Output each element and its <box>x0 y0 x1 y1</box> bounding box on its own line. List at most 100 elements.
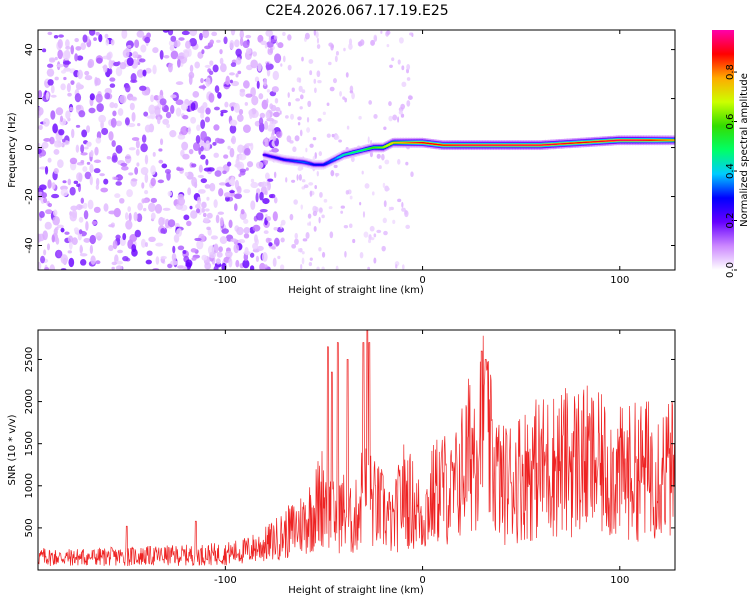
noise-blob <box>41 48 47 53</box>
noise-blob <box>175 81 184 86</box>
noise-blob <box>126 57 134 67</box>
noise-blob <box>95 177 100 187</box>
noise-blob <box>83 202 88 209</box>
noise-blob <box>88 107 96 114</box>
noise-blob <box>80 42 87 50</box>
noise-blob <box>127 44 132 49</box>
spectrogram-y-tick-label: 20 <box>24 92 35 105</box>
noise-blob <box>115 181 122 186</box>
noise-blob <box>255 192 259 203</box>
noise-streak <box>309 221 312 227</box>
noise-streak <box>264 141 268 148</box>
noise-streak <box>395 264 398 269</box>
noise-blob <box>167 191 173 197</box>
noise-blob <box>205 107 211 115</box>
noise-blob <box>108 244 114 252</box>
noise-blob <box>201 207 206 213</box>
noise-streak <box>271 129 275 135</box>
noise-blob <box>109 102 115 109</box>
noise-blob <box>249 252 255 258</box>
noise-blob <box>108 224 115 228</box>
noise-streak <box>306 116 310 123</box>
noise-blob <box>54 76 59 81</box>
noise-streak <box>410 171 414 178</box>
noise-blob <box>206 196 210 201</box>
noise-blob <box>157 116 161 125</box>
noise-blob <box>96 103 104 113</box>
noise-blob <box>90 255 96 265</box>
noise-blob <box>143 207 147 212</box>
noise-blob <box>89 244 94 255</box>
noise-streak <box>293 199 298 205</box>
noise-blob <box>262 198 270 205</box>
noise-streak <box>265 237 271 244</box>
noise-blob <box>59 115 64 123</box>
noise-streak <box>367 266 371 270</box>
noise-blob <box>67 92 72 97</box>
noise-blob <box>43 249 47 256</box>
noise-blob <box>124 154 132 164</box>
noise-blob <box>194 61 201 69</box>
noise-blob <box>86 141 92 147</box>
noise-blob <box>60 83 66 91</box>
noise-blob <box>159 49 164 60</box>
noise-blob <box>173 40 181 48</box>
noise-blob <box>47 157 52 163</box>
noise-blob <box>195 134 201 144</box>
noise-streak <box>343 224 349 229</box>
noise-blob <box>210 235 219 240</box>
noise-blob <box>55 107 64 116</box>
noise-blob <box>186 220 192 227</box>
noise-streak <box>335 265 339 270</box>
noise-streak <box>343 47 346 52</box>
snr-panel: -100 0 100 500 1000 1500 2000 2500 Height of s… <box>7 329 676 596</box>
noise-blob <box>60 227 65 233</box>
noise-blob <box>194 237 202 242</box>
noise-blob <box>209 251 216 259</box>
noise-blob <box>245 34 252 39</box>
noise-streak <box>318 216 321 224</box>
noise-blob <box>125 220 133 230</box>
noise-blob <box>75 82 82 91</box>
noise-blob <box>57 143 63 147</box>
noise-streak <box>315 31 319 39</box>
noise-blob <box>270 193 276 199</box>
noise-streak <box>352 238 356 244</box>
noise-blob <box>65 39 70 48</box>
noise-streak <box>313 30 317 36</box>
noise-blob <box>76 183 81 187</box>
noise-blob <box>187 187 192 196</box>
noise-blob <box>239 168 247 173</box>
noise-blob <box>190 116 197 124</box>
noise-streak <box>308 262 313 267</box>
noise-blob <box>71 128 75 139</box>
noise-streak <box>266 98 269 105</box>
noise-blob <box>133 211 138 222</box>
noise-streak <box>301 56 304 62</box>
noise-streak <box>363 231 369 238</box>
noise-blob <box>130 73 137 83</box>
noise-blob <box>57 39 63 49</box>
noise-streak <box>362 211 366 218</box>
noise-streak <box>384 159 390 165</box>
noise-blob <box>91 220 98 226</box>
noise-blob <box>183 49 190 58</box>
noise-blob <box>202 30 210 39</box>
noise-blob <box>158 159 164 164</box>
noise-blob <box>150 165 156 176</box>
noise-blob <box>96 57 103 64</box>
noise-blob <box>78 110 86 118</box>
noise-blob <box>111 140 116 147</box>
noise-streak <box>401 207 406 212</box>
noise-streak <box>312 156 316 161</box>
noise-streak <box>319 207 323 213</box>
noise-blob <box>39 166 47 170</box>
noise-blob <box>209 182 216 192</box>
noise-streak <box>370 237 375 241</box>
noise-blob <box>74 92 82 103</box>
noise-blob <box>245 167 249 171</box>
noise-blob <box>38 143 41 148</box>
noise-streak <box>304 32 310 40</box>
noise-blob <box>75 144 80 153</box>
colorbar-tick-label: 0.8 <box>725 64 736 80</box>
